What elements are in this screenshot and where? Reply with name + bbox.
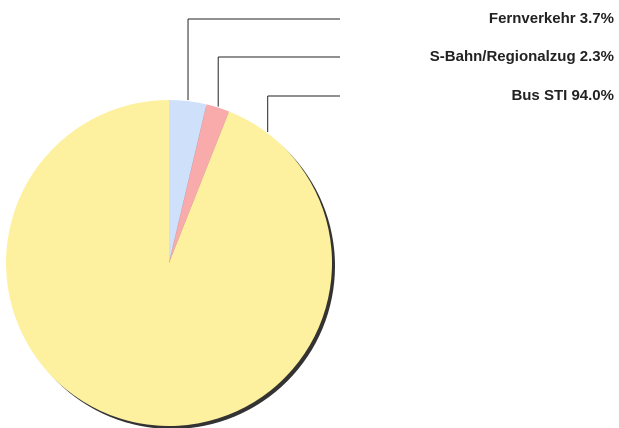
slice-label: Bus STI 94.0%	[511, 87, 614, 104]
slice-label: Fernverkehr 3.7%	[489, 10, 614, 27]
slice-value: 2.3%	[580, 48, 614, 65]
pie-slice	[169, 104, 230, 263]
slice-name: S-Bahn/Regionalzug	[430, 48, 576, 65]
slice-name: Bus STI	[511, 87, 567, 104]
pie-slice	[169, 100, 207, 263]
slice-name: Fernverkehr	[489, 10, 576, 27]
slice-label: S-Bahn/Regionalzug 2.3%	[430, 48, 614, 65]
slice-value: 3.7%	[580, 10, 614, 27]
slice-value: 94.0%	[571, 87, 614, 104]
pie-slice	[5, 100, 332, 427]
